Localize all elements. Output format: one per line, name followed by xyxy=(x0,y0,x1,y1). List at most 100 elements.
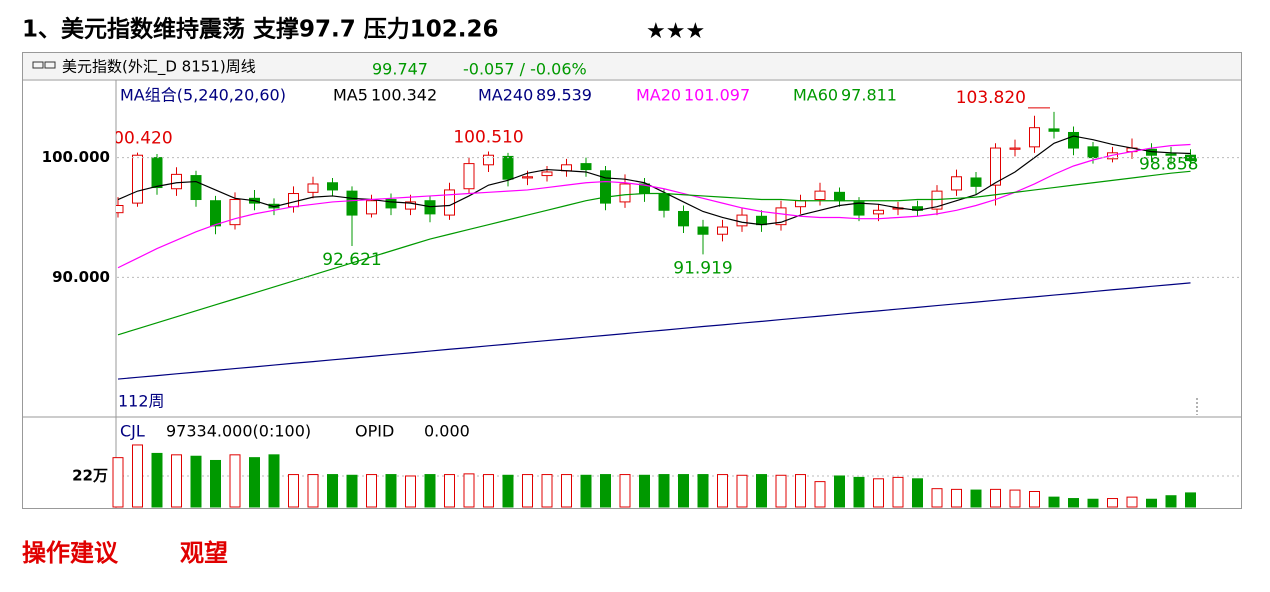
volume-bar xyxy=(444,474,455,508)
volume-bar xyxy=(892,476,904,508)
candle-body xyxy=(853,201,865,216)
candle-body xyxy=(580,163,592,171)
candle-body xyxy=(1029,127,1040,148)
volume-bar xyxy=(1146,498,1157,508)
candle-body xyxy=(658,193,670,211)
candle-body xyxy=(405,201,416,210)
volume-bar xyxy=(1185,492,1196,508)
volume-bar xyxy=(112,457,124,508)
volume-bar xyxy=(229,454,241,508)
volume-bar xyxy=(463,473,475,508)
price-pane: 100.420 100.510 103.820 92.621 91.919 98.858 xyxy=(102,88,1199,380)
legend-name: MA60 xyxy=(793,86,838,105)
ma-line xyxy=(117,170,1191,336)
volume-bar xyxy=(561,474,572,508)
candle-body xyxy=(834,191,845,202)
candle-body xyxy=(541,171,553,177)
volume-bar xyxy=(951,488,962,508)
volume-bar xyxy=(834,475,845,508)
volume-bar xyxy=(580,474,592,508)
candle-body xyxy=(502,155,514,180)
volume-bar xyxy=(775,474,787,508)
volume-bar xyxy=(190,455,202,508)
candle-body xyxy=(522,176,533,179)
annotation: 100.420 xyxy=(102,129,172,149)
annotation: 103.820 xyxy=(956,88,1026,108)
volume-bar xyxy=(658,474,670,508)
advice-label: 操作建议 xyxy=(22,539,119,567)
legend-value: 100.342 xyxy=(371,86,437,105)
volume-bar xyxy=(1087,498,1099,508)
candle-body xyxy=(736,214,748,227)
volume-bar xyxy=(756,474,767,508)
volume-bar xyxy=(678,474,689,508)
volume-bar xyxy=(931,488,943,508)
candle-body xyxy=(463,163,475,190)
volume-bar xyxy=(327,474,338,508)
volume-bar xyxy=(853,476,865,508)
candle-body xyxy=(151,157,163,189)
candle-body xyxy=(229,199,241,226)
volume-bar xyxy=(307,474,319,508)
volume-bar xyxy=(1126,496,1138,508)
y-tick-label: 100.000 xyxy=(42,148,110,166)
volume-bar xyxy=(385,474,397,508)
y-tick-label: 90.000 xyxy=(52,268,110,286)
volume-bar xyxy=(1107,498,1118,508)
y-tick-label: 22万 xyxy=(72,466,108,484)
volume-bar xyxy=(1048,496,1060,508)
legend-value: 101.097 xyxy=(684,86,750,105)
volume-label: 97334.000(0:100) xyxy=(166,422,311,441)
volume-bar xyxy=(639,474,650,508)
candle-body xyxy=(619,183,631,203)
candle-body xyxy=(171,173,182,190)
candle-body xyxy=(385,199,397,209)
candle-body xyxy=(1185,154,1196,162)
volume-bar xyxy=(249,457,260,508)
volume-bar xyxy=(502,474,514,508)
header-bar xyxy=(23,53,1241,79)
volume-bar xyxy=(1029,490,1040,508)
candle-body xyxy=(697,226,709,235)
candle-body xyxy=(366,200,377,215)
candle-body xyxy=(775,207,787,226)
candle-body xyxy=(346,190,358,216)
volume-bar xyxy=(1165,495,1177,508)
candle-body xyxy=(444,189,455,216)
volume-bar xyxy=(970,489,982,508)
candle-body xyxy=(990,147,1001,186)
volume-bar xyxy=(873,478,884,508)
candle-body xyxy=(1165,153,1177,156)
candle-body xyxy=(288,193,299,208)
header-change: -0.057 / -0.06% xyxy=(463,60,587,79)
candle-body xyxy=(210,200,221,227)
opid-value: 0.000 xyxy=(424,422,470,441)
volume-bar xyxy=(814,481,826,508)
annotation: 91.919 xyxy=(673,258,732,278)
period-label: 112周 xyxy=(118,392,165,411)
legend-name: MA240 xyxy=(478,86,533,105)
icon xyxy=(44,61,56,69)
volume-bar xyxy=(346,474,358,508)
opid-label: OPID xyxy=(355,422,394,441)
volume-name: CJL xyxy=(120,422,145,441)
advice-value: 观望 xyxy=(180,539,228,567)
candle-body xyxy=(307,183,319,193)
candle-body xyxy=(795,200,806,208)
annotation: 100.510 xyxy=(453,128,523,148)
header-name: 美元指数(外汇_D 8151)周线 xyxy=(62,58,256,77)
volume-bar xyxy=(522,474,533,508)
volume-bar xyxy=(424,474,436,508)
volume-bar xyxy=(600,474,611,508)
candle-body xyxy=(873,209,884,215)
volume-bar xyxy=(171,454,182,508)
annotation: 92.621 xyxy=(322,250,381,270)
legend-name: MA20 xyxy=(636,86,681,105)
candle-body xyxy=(190,175,202,201)
volume-bar xyxy=(132,444,143,508)
legend-value: 97.811 xyxy=(841,86,897,105)
volume-bar xyxy=(795,474,806,508)
candle-body xyxy=(116,205,124,214)
